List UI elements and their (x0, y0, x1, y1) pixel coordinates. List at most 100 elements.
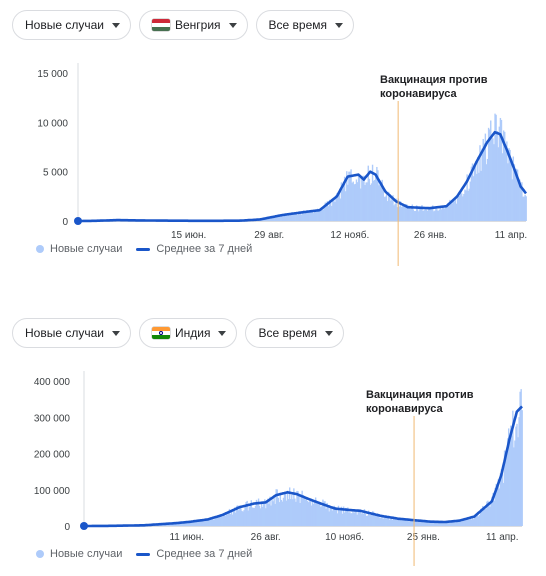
daily-cases-bar (410, 518, 412, 526)
daily-cases-bar (235, 512, 237, 526)
daily-cases-bar (389, 518, 392, 526)
daily-cases-bar (350, 513, 352, 526)
daily-cases-bar (450, 521, 453, 526)
daily-cases-bar (298, 211, 301, 221)
daily-cases-bar (440, 521, 442, 526)
daily-cases-bar (391, 520, 394, 526)
daily-cases-bar (447, 521, 450, 526)
daily-cases-bar (230, 511, 233, 526)
daily-cases-bar (281, 501, 284, 526)
daily-cases-bar (334, 201, 336, 221)
daily-cases-bar (189, 520, 191, 526)
daily-cases-bar (435, 521, 437, 526)
daily-cases-bar (395, 198, 397, 221)
daily-cases-bar (322, 499, 324, 526)
daily-cases-bar (414, 210, 417, 221)
daily-cases-bar (476, 173, 478, 221)
daily-cases-bar (297, 491, 299, 526)
daily-cases-bar (339, 198, 342, 221)
daily-cases-bar (364, 185, 366, 221)
x-tick-label: 25 янв. (407, 532, 440, 543)
daily-cases-bar (478, 515, 481, 526)
daily-cases-bar (472, 176, 475, 221)
average-legend-marker (136, 552, 151, 556)
daily-cases-bar (519, 179, 521, 221)
daily-cases-bar (346, 508, 348, 526)
daily-cases-bar (461, 193, 463, 221)
daily-cases-bar (221, 517, 223, 526)
daily-cases-bar (409, 209, 411, 221)
daily-cases-bar (296, 214, 299, 221)
daily-cases-bar (493, 144, 495, 221)
daily-cases-bar (304, 499, 306, 526)
daily-cases-bar (492, 492, 494, 526)
daily-cases-bar (264, 499, 266, 526)
daily-cases-bar (465, 519, 467, 526)
daily-cases-bar (329, 202, 332, 221)
seven-day-average-line (77, 130, 528, 223)
daily-cases-bar (183, 522, 185, 526)
y-tick-label: 0 (62, 217, 68, 228)
daily-cases-bar (350, 169, 352, 221)
daily-cases-bar (473, 163, 476, 221)
daily-cases-bar (328, 511, 330, 526)
daily-cases-bar (180, 523, 182, 526)
daily-cases-bar (193, 521, 195, 526)
daily-cases-bar (290, 499, 292, 526)
caret-down-icon (111, 330, 120, 336)
legend-india: Новые случаи Среднее за 7 дней (36, 548, 252, 560)
daily-cases-bar (396, 519, 399, 526)
daily-cases-bar (269, 217, 272, 221)
daily-cases-bar (360, 188, 362, 221)
daily-cases-bar (455, 203, 458, 221)
vaccination-annotation-line2: коронавируса (380, 88, 457, 100)
country-dropdown[interactable]: Венгрия (138, 10, 248, 40)
country-dropdown[interactable]: Индия (138, 318, 238, 348)
daily-cases-bar (480, 170, 482, 221)
daily-cases-bar (383, 196, 386, 221)
daily-cases-bar (195, 520, 197, 526)
daily-cases-bar (369, 514, 372, 526)
y-tick-label: 100 000 (34, 486, 71, 497)
daily-cases-bar (190, 522, 192, 526)
daily-cases-bar (427, 207, 430, 221)
daily-cases-bar (441, 522, 443, 526)
daily-cases-bar (292, 499, 294, 526)
x-tick-label: 29 авг. (254, 230, 284, 241)
daily-cases-bar (467, 517, 469, 526)
daily-cases-bar (285, 214, 288, 221)
daily-cases-bar (496, 131, 498, 221)
daily-cases-bar (429, 521, 431, 526)
daily-cases-bar (520, 188, 522, 221)
daily-cases-bar (450, 202, 452, 221)
daily-cases-bar (305, 499, 308, 526)
daily-cases-bar (282, 497, 285, 526)
daily-cases-bar (244, 504, 246, 526)
daily-cases-bar (504, 450, 507, 526)
daily-cases-bar (323, 208, 325, 221)
daily-cases-bar (396, 207, 398, 221)
daily-cases-bar (475, 514, 478, 526)
caret-down-icon (228, 22, 237, 28)
daily-cases-bar (428, 207, 431, 221)
period-dropdown[interactable]: Все время (245, 318, 344, 348)
daily-cases-bar (398, 206, 401, 221)
daily-cases-bar (253, 507, 256, 526)
daily-cases-bar (388, 519, 391, 526)
daily-cases-bar (250, 500, 253, 526)
daily-cases-bar (324, 202, 326, 221)
daily-cases-bar (278, 502, 281, 526)
period-dropdown[interactable]: Все время (255, 10, 355, 40)
daily-cases-bar (336, 513, 339, 526)
metric-dropdown[interactable]: Новые случаи (12, 318, 131, 348)
daily-cases-bar (326, 502, 328, 526)
daily-cases-bar (406, 204, 408, 221)
daily-cases-bar (425, 209, 427, 221)
daily-cases-bar (504, 131, 506, 221)
daily-cases-bar (376, 515, 378, 526)
daily-cases-bar (399, 201, 402, 221)
daily-cases-bar (464, 518, 466, 526)
daily-cases-bar (353, 184, 356, 221)
daily-cases-bar (494, 487, 496, 526)
metric-dropdown[interactable]: Новые случаи (12, 10, 131, 40)
